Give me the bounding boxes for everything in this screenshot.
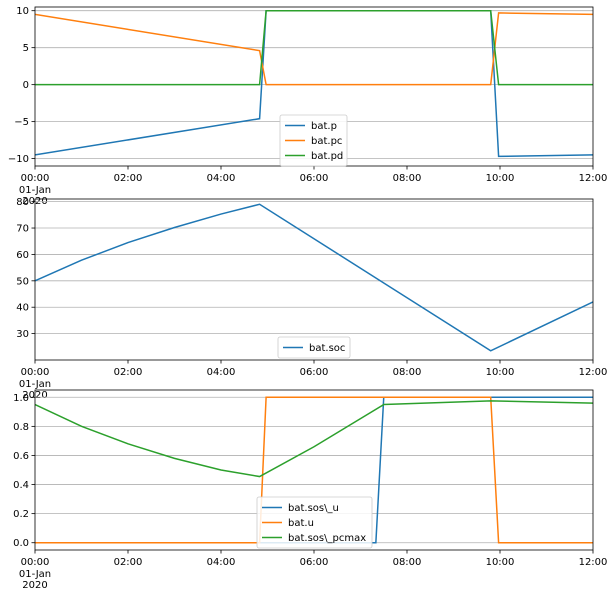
y-tick-label: −5 xyxy=(14,117,29,128)
legend-label: bat.sos\_u xyxy=(288,503,339,514)
x-tick-sublabel: 2020 xyxy=(22,580,47,591)
x-tick-label: 02:00 xyxy=(114,557,143,568)
y-tick-label: 30 xyxy=(16,329,29,340)
x-tick-label: 12:00 xyxy=(579,173,608,184)
y-tick-label: 50 xyxy=(16,276,29,287)
x-tick-label: 08:00 xyxy=(393,557,422,568)
subplot-3: 0.0 0.2 0.4 0.6 0.8 1.0 00:00 02:00 04:00 06:00 08… xyxy=(13,389,608,591)
x-tick-label: 04:00 xyxy=(207,367,236,378)
x-tick-label: 04:00 xyxy=(207,173,236,184)
y-tick-label: 0 xyxy=(23,80,29,91)
legend-label: bat.sos\_pcmax xyxy=(288,533,366,544)
x-tick-sublabel: 01-Jan xyxy=(19,185,51,196)
y-tick-label: 60 xyxy=(16,250,29,261)
legend-label: bat.soc xyxy=(309,343,345,354)
x-tick-label: 10:00 xyxy=(486,173,515,184)
y-tick-label: 70 xyxy=(16,224,29,235)
x-tick-label: 08:00 xyxy=(393,367,422,378)
subplot-1: −10 −5 0 5 10 00:00 02:00 04:00 06:00 08:00 10:00 1… xyxy=(8,6,608,207)
x-tick-label: 06:00 xyxy=(300,367,329,378)
x-tick-label: 00:00 xyxy=(21,367,50,378)
legend-label: bat.u xyxy=(288,518,314,529)
y-tick-label: 10 xyxy=(16,6,29,17)
x-tick-label: 08:00 xyxy=(393,173,422,184)
legend-label: bat.p xyxy=(311,121,337,132)
y-tick-label: 0.8 xyxy=(13,422,29,433)
axes-frame xyxy=(34,198,594,361)
x-tick-label: 10:00 xyxy=(486,557,515,568)
x-tick-label: 04:00 xyxy=(207,557,236,568)
y-tick-label: 0.6 xyxy=(13,451,29,462)
y-tick-label: 0.4 xyxy=(13,480,29,491)
series-line xyxy=(35,12,593,86)
x-tick-sublabel: 01-Jan xyxy=(19,569,51,580)
y-tick-label: 5 xyxy=(23,43,29,54)
x-tick-label: 06:00 xyxy=(300,557,329,568)
x-tick-label: 00:00 xyxy=(21,173,50,184)
y-tick-label: 0.0 xyxy=(13,538,29,549)
series-line xyxy=(35,203,593,352)
y-tick-label: 1.0 xyxy=(13,393,29,404)
legend-box xyxy=(279,114,348,167)
x-tick-label: 06:00 xyxy=(300,173,329,184)
subplot-2: 30 40 50 60 70 80 00:00 02:00 04:00 06:00 08:00 10:… xyxy=(16,197,607,401)
y-tick-label: 40 xyxy=(16,303,29,314)
y-tick-label: 0.2 xyxy=(13,509,29,520)
x-tick-label: 10:00 xyxy=(486,367,515,378)
legend-box xyxy=(277,336,351,359)
series-line xyxy=(35,396,593,544)
series-line xyxy=(35,9,593,86)
legend-label: bat.pd xyxy=(311,151,343,162)
x-tick-label: 02:00 xyxy=(114,173,143,184)
y-tick-label: −10 xyxy=(8,154,29,165)
x-tick-label: 02:00 xyxy=(114,367,143,378)
series-line xyxy=(35,400,593,478)
y-tick-label: 80 xyxy=(16,197,29,208)
legend-label: bat.pc xyxy=(311,136,342,147)
x-tick-label: 00:00 xyxy=(21,557,50,568)
x-tick-label: 12:00 xyxy=(579,557,608,568)
legend-box xyxy=(256,496,373,549)
x-tick-sublabel: 01-Jan xyxy=(19,379,51,390)
x-tick-label: 12:00 xyxy=(579,367,608,378)
